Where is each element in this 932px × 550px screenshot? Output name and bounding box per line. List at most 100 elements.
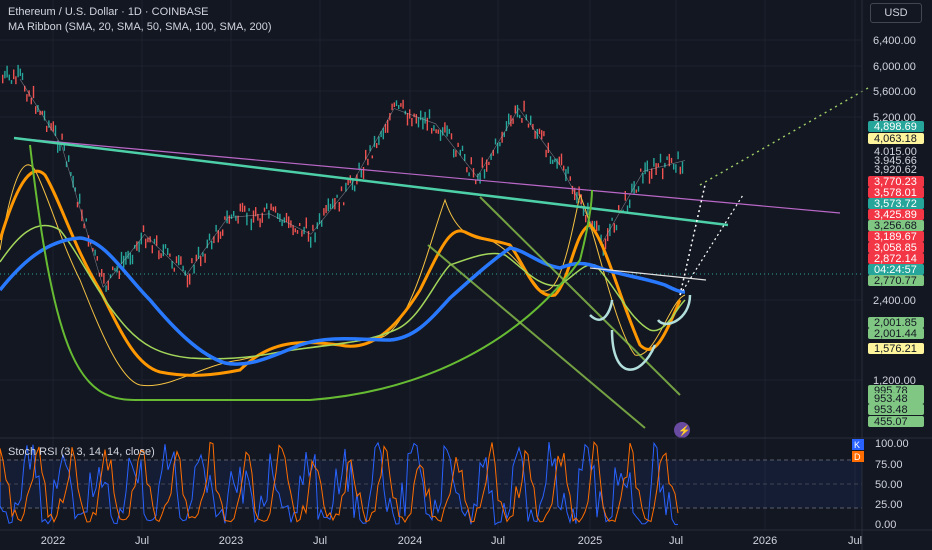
candle (285, 212, 288, 223)
candle (233, 211, 235, 217)
price-label-bg (868, 393, 924, 404)
candle (189, 273, 191, 285)
candle (439, 129, 442, 141)
price-label: 3,770.23 (874, 176, 917, 188)
time-axis[interactable]: 2022 Jul 2023 Jul 2024 Jul 2025 Jul 2026… (41, 535, 862, 547)
candle (105, 285, 107, 292)
candle (323, 208, 325, 216)
candle (246, 212, 248, 226)
candle (362, 167, 365, 179)
price-tick: 6,400.00 (873, 35, 916, 47)
candle (156, 235, 158, 246)
candle (145, 238, 147, 249)
candle (596, 220, 598, 232)
candle (615, 224, 618, 231)
candle (92, 247, 94, 252)
candle (376, 143, 378, 149)
candle (426, 117, 428, 131)
candle (472, 168, 475, 178)
candle (556, 158, 558, 169)
candle (571, 185, 574, 195)
time-tick: 2026 (753, 535, 777, 547)
candle (525, 114, 527, 121)
candle (83, 223, 85, 229)
candle (281, 219, 283, 227)
currency-button[interactable]: USD (870, 3, 922, 23)
price-label-bg (868, 317, 924, 328)
candle (591, 220, 593, 227)
candle (48, 120, 50, 128)
candle (46, 125, 48, 132)
price-label: 2,001.44 (874, 328, 917, 340)
candle (266, 203, 268, 209)
candle (444, 122, 446, 133)
price-label: 953.48 (874, 404, 908, 416)
candle (178, 255, 180, 266)
candle (6, 65, 8, 78)
price-label-bg (868, 146, 924, 157)
candle (329, 203, 332, 210)
candle (32, 85, 35, 99)
candle (626, 205, 629, 213)
candle (197, 246, 200, 259)
candle (191, 258, 193, 264)
candle (307, 231, 310, 242)
candle (347, 179, 349, 186)
candle (41, 110, 43, 115)
candle (558, 156, 560, 165)
candle (19, 68, 21, 76)
price-label: 2,001.85 (874, 317, 917, 329)
candle (340, 186, 343, 192)
candle (290, 220, 292, 228)
price-tick: 2,400.00 (873, 295, 916, 307)
price-series-line (19, 79, 686, 288)
candle (598, 225, 600, 231)
candle (303, 226, 305, 235)
candle (400, 103, 402, 107)
candle (351, 180, 354, 191)
candle (259, 218, 261, 228)
candle (74, 187, 76, 192)
candle (607, 228, 609, 242)
candle (646, 160, 648, 172)
candle (24, 85, 26, 92)
candle (39, 110, 41, 116)
price-label: 3,425.89 (874, 209, 917, 221)
stoch-d-line (0, 440, 679, 523)
candle (578, 186, 580, 196)
candle (30, 97, 32, 105)
sma-20-line (0, 164, 686, 387)
time-tick: Jul (669, 535, 683, 547)
candle (428, 109, 431, 119)
price-label-bg (868, 164, 924, 175)
candle (244, 205, 246, 212)
candle (453, 149, 455, 158)
candle (624, 191, 626, 201)
candle (413, 113, 415, 118)
candle (567, 166, 569, 174)
candle (358, 162, 360, 169)
candle (582, 208, 585, 216)
candle (127, 250, 129, 259)
candle (477, 173, 479, 181)
candle (151, 245, 153, 254)
candle (114, 267, 116, 272)
candle (431, 128, 433, 134)
candle (184, 270, 186, 276)
candle (664, 162, 666, 168)
candle (213, 236, 215, 244)
price-labels: 4,898.694,063.184,015.003,945.663,920.62… (868, 121, 924, 428)
candle (219, 231, 222, 239)
candle (576, 192, 578, 204)
stoch-tick: 75.00 (875, 459, 903, 471)
candle (107, 280, 109, 291)
time-tick: Jul (848, 535, 862, 547)
price-label-bg (868, 220, 924, 231)
price-label: 2,770.77 (874, 275, 917, 287)
price-axis[interactable]: 6,400.00 6,000.00 5,600.00 5,200.00 2,40… (873, 35, 916, 387)
candle (483, 169, 486, 179)
candle (162, 244, 164, 257)
candle (52, 121, 54, 132)
candle (294, 228, 296, 233)
